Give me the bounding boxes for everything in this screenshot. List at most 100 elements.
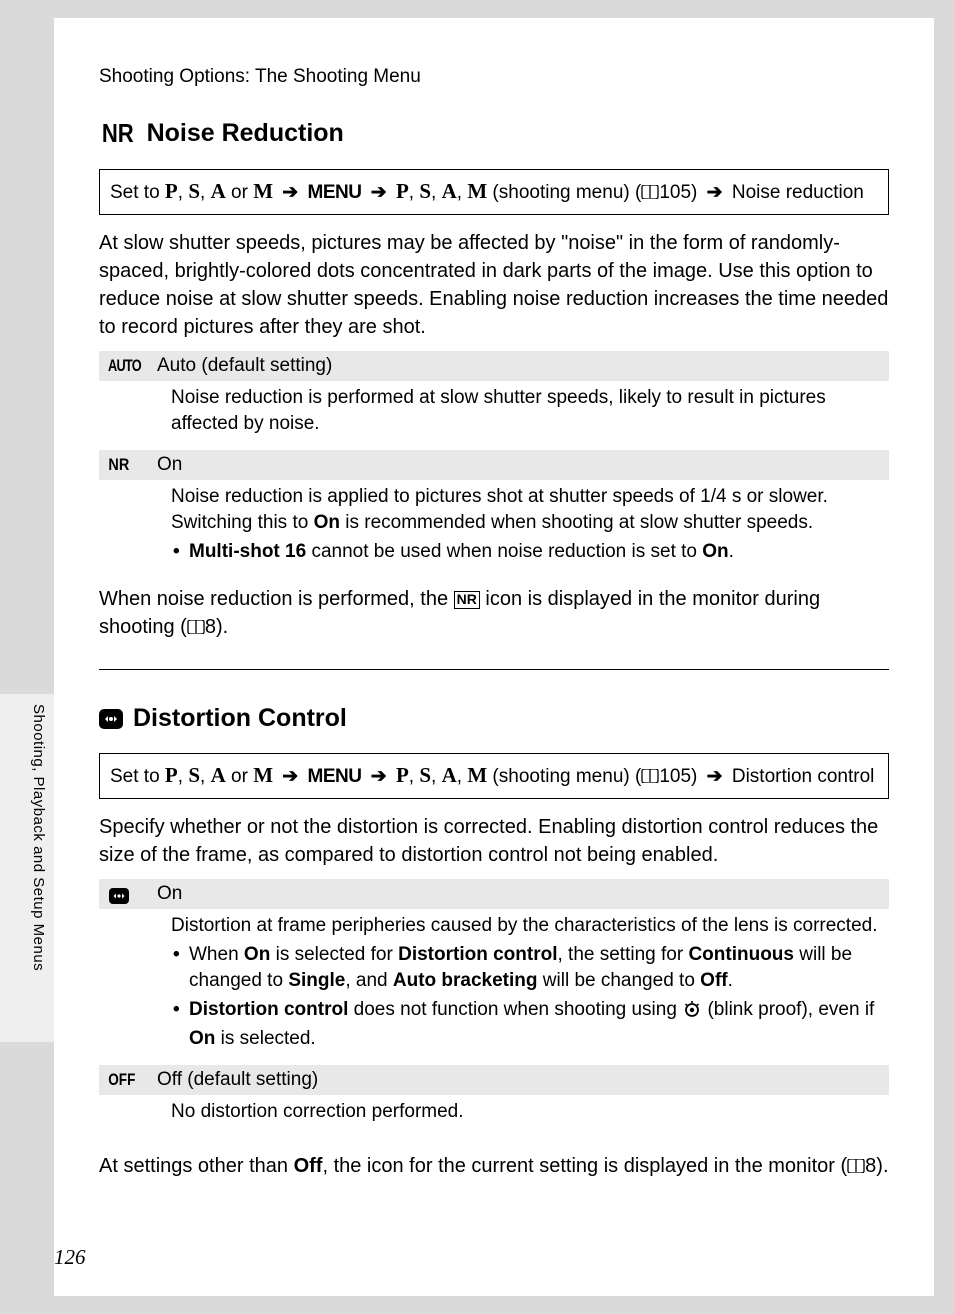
book-icon — [641, 769, 659, 783]
bullet-bold: Distortion control — [398, 944, 557, 965]
section-heading-noise-reduction: NR Noise Reduction — [99, 118, 889, 149]
mode-s2: S — [419, 763, 431, 787]
bullet-text: , and — [345, 970, 393, 991]
mode-p2: P — [396, 763, 409, 787]
arrow-icon: ➔ — [707, 766, 723, 787]
desc-text: Distortion at frame peripheries caused b… — [171, 915, 878, 936]
option-label: On — [157, 454, 883, 476]
section1-intro: At slow shutter speeds, pictures may be … — [99, 229, 889, 341]
bullet-text: , the setting for — [557, 944, 688, 965]
bullet-bold: Single — [288, 970, 345, 991]
mode-p: P — [165, 179, 178, 203]
breadcrumb-distortion: Set to P, S, A or M ➔ MENU ➔ P, S, A, M … — [99, 753, 889, 799]
option-table-nr: AUTO Auto (default setting) Noise reduct… — [99, 351, 889, 578]
nr-icon: NR — [102, 118, 134, 149]
outro-text: ). — [216, 616, 228, 638]
bullet-text: When — [189, 944, 244, 965]
page-content: Shooting Options: The Shooting Menu NR N… — [54, 18, 934, 1296]
bullet-bold: On — [244, 944, 270, 965]
option-label: Auto (default setting) — [157, 355, 883, 377]
bc-prefix: Set to — [110, 766, 165, 787]
arrow-icon: ➔ — [707, 182, 723, 203]
option-row: AUTO Auto (default setting) — [99, 351, 889, 381]
option-desc: Noise reduction is applied to pictures s… — [99, 480, 889, 578]
bullet-text: (blink proof), even if — [702, 999, 874, 1020]
outro-text: When noise reduction is performed, the — [99, 588, 454, 610]
bullet-text: cannot be used when noise reduction is s… — [306, 541, 702, 562]
section-title: Noise Reduction — [147, 119, 344, 148]
bullet-bold: On — [702, 541, 728, 562]
desc-bold: On — [314, 512, 340, 533]
option-label: Off (default setting) — [157, 1069, 883, 1091]
section1-outro: When noise reduction is performed, the N… — [99, 585, 889, 641]
option-row: On — [99, 879, 889, 909]
mode-a: A — [211, 179, 226, 203]
bullet-text: will be changed to — [538, 970, 701, 991]
section-divider — [99, 669, 889, 670]
bullet-item: Distortion control does not function whe… — [171, 997, 883, 1053]
blink-proof-icon — [682, 1000, 702, 1027]
bc-menulabel: (shooting menu) ( — [487, 766, 641, 787]
section2-outro: At settings other than Off, the icon for… — [99, 1152, 889, 1180]
arrow-icon: ➔ — [371, 766, 387, 787]
outro-text: ). — [876, 1155, 888, 1177]
menu-label: MENU — [308, 766, 362, 787]
bullet-text: . — [728, 970, 733, 991]
bullet-bold: Off — [700, 970, 727, 991]
distortion-on-icon — [105, 884, 157, 904]
desc-text: is recommended when shooting at slow shu… — [340, 512, 813, 533]
bullet-bold: On — [189, 1028, 215, 1049]
mode-s: S — [188, 763, 200, 787]
bc-prefix: Set to — [110, 182, 165, 203]
bullet-text: does not function when shooting using — [348, 999, 682, 1020]
bullet-bold: Continuous — [688, 944, 794, 965]
mode-a2: A — [442, 763, 457, 787]
outro-text: At settings other than — [99, 1155, 294, 1177]
mode-p: P — [165, 763, 178, 787]
bullet-text: . — [729, 541, 734, 562]
section2-intro: Specify whether or not the distortion is… — [99, 813, 889, 869]
bullet-text: is selected. — [215, 1028, 315, 1049]
bc-or: or — [226, 766, 253, 787]
arrow-icon: ➔ — [282, 182, 298, 203]
mode-p2: P — [396, 179, 409, 203]
bullet-bold: Auto bracketing — [393, 970, 538, 991]
bullet-text: is selected for — [270, 944, 398, 965]
section-title: Distortion Control — [133, 704, 347, 733]
mode-m2: M — [467, 179, 487, 203]
side-tab-label: Shooting, Playback and Setup Menus — [30, 704, 47, 971]
mode-m: M — [253, 763, 273, 787]
outro-ref: 8 — [865, 1155, 876, 1177]
page-header: Shooting Options: The Shooting Menu — [99, 66, 889, 88]
mode-s: S — [188, 179, 200, 203]
bc-or: or — [226, 182, 253, 203]
mode-a2: A — [442, 179, 457, 203]
section-heading-distortion: Distortion Control — [99, 704, 889, 733]
bullet-bold: Distortion control — [189, 999, 348, 1020]
outro-ref: 8 — [205, 616, 216, 638]
bc-pageref: 105 — [659, 182, 691, 203]
auto-icon: AUTO — [105, 356, 144, 376]
arrow-icon: ➔ — [371, 182, 387, 203]
menu-label: MENU — [308, 182, 362, 203]
bc-menulabel: (shooting menu) ( — [487, 182, 641, 203]
option-row: OFF Off (default setting) — [99, 1065, 889, 1095]
book-icon — [187, 620, 205, 634]
book-icon — [641, 185, 659, 199]
off-icon: OFF — [105, 1070, 147, 1090]
option-desc: No distortion correction performed. — [99, 1095, 889, 1144]
nr-icon: NR — [105, 455, 149, 475]
option-label: On — [157, 883, 883, 905]
arrow-icon: ➔ — [282, 766, 298, 787]
mode-a: A — [211, 763, 226, 787]
bullet-item: When On is selected for Distortion contr… — [171, 942, 883, 995]
mode-m2: M — [467, 763, 487, 787]
outro-bold: Off — [294, 1155, 323, 1177]
distortion-icon — [99, 709, 123, 729]
option-row: NR On — [99, 450, 889, 480]
breadcrumb-noise-reduction: Set to P, S, A or M ➔ MENU ➔ P, S, A, M … — [99, 169, 889, 215]
bc-dest: Distortion control — [727, 766, 875, 787]
option-desc: Noise reduction is performed at slow shu… — [99, 381, 889, 450]
bc-dest: Noise reduction — [727, 182, 864, 203]
bc-pageref: 105 — [659, 766, 691, 787]
